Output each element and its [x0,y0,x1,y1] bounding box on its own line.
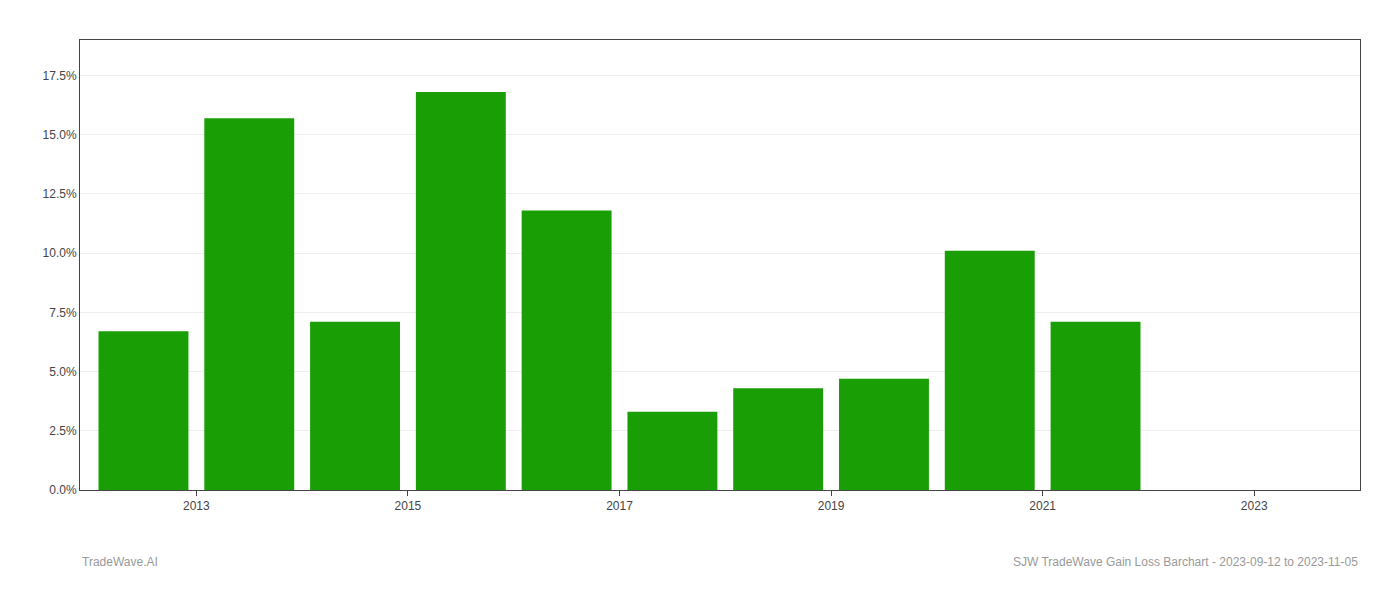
svg-text:10.0%: 10.0% [43,246,77,260]
svg-text:0.0%: 0.0% [49,483,77,497]
svg-text:TradeWave.AI: TradeWave.AI [82,555,158,569]
svg-text:2013: 2013 [183,499,210,513]
svg-text:15.0%: 15.0% [43,128,77,142]
svg-text:12.5%: 12.5% [43,187,77,201]
svg-text:2023: 2023 [1241,499,1268,513]
svg-text:5.0%: 5.0% [49,365,77,379]
svg-text:SJW TradeWave Gain Loss Barcha: SJW TradeWave Gain Loss Barchart - 2023-… [1013,555,1358,569]
svg-text:2.5%: 2.5% [49,424,77,438]
svg-text:2021: 2021 [1029,499,1056,513]
svg-text:2015: 2015 [395,499,422,513]
svg-text:7.5%: 7.5% [49,306,77,320]
svg-text:17.5%: 17.5% [43,69,77,83]
svg-text:2017: 2017 [606,499,633,513]
svg-text:2019: 2019 [818,499,845,513]
